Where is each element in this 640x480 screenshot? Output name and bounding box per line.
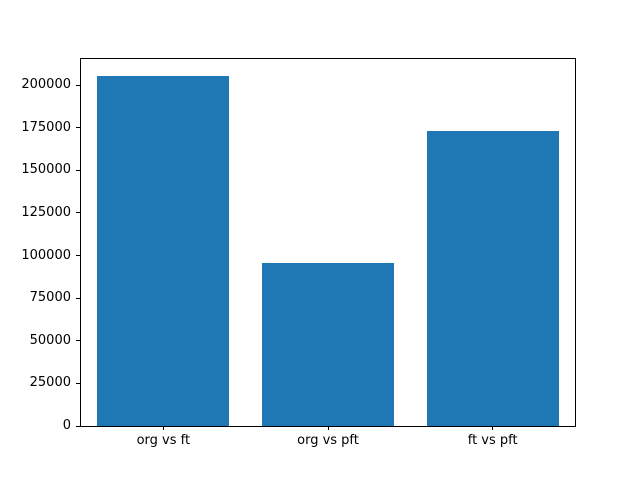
x-axis-tick (327, 426, 329, 430)
y-axis-tick-label: 50000 (29, 332, 71, 348)
x-axis-tick-label: org vs ft (136, 433, 191, 448)
x-axis-tick (162, 426, 164, 430)
plot-area: org vs ft org vs pft ft vs pft 0 25000 50000 7… (21, 58, 576, 448)
y-axis-tick-label: 25000 (29, 375, 71, 391)
y-axis-tick-label: 100000 (21, 247, 71, 263)
y-axis-tick (76, 127, 80, 129)
bar-org-vs-pft (262, 263, 394, 426)
y-axis-tick (76, 255, 80, 256)
bar-ft-vs-pft (426, 130, 559, 426)
y-axis-tick (76, 297, 80, 299)
y-axis-tick (76, 340, 80, 342)
y-axis-tick-label: 125000 (21, 204, 71, 220)
y-axis-tick-label: 75000 (29, 290, 71, 306)
y-axis-tick (76, 212, 80, 214)
y-axis-tick (76, 382, 80, 384)
y-axis-tick (76, 169, 80, 171)
x-axis-tick-label: org vs pft (297, 433, 359, 448)
x-axis-tick (492, 426, 494, 430)
y-axis-tick (76, 84, 80, 86)
y-axis-tick-label: 150000 (21, 162, 71, 178)
y-axis-tick (76, 425, 80, 427)
bar-org-vs-ft (97, 76, 230, 426)
y-axis-tick-label: 175000 (21, 119, 71, 135)
x-axis-tick-label: ft vs pft (467, 433, 518, 448)
y-axis-tick-label: 200000 (21, 77, 71, 92)
y-axis-tick-label: 0 (62, 418, 71, 433)
